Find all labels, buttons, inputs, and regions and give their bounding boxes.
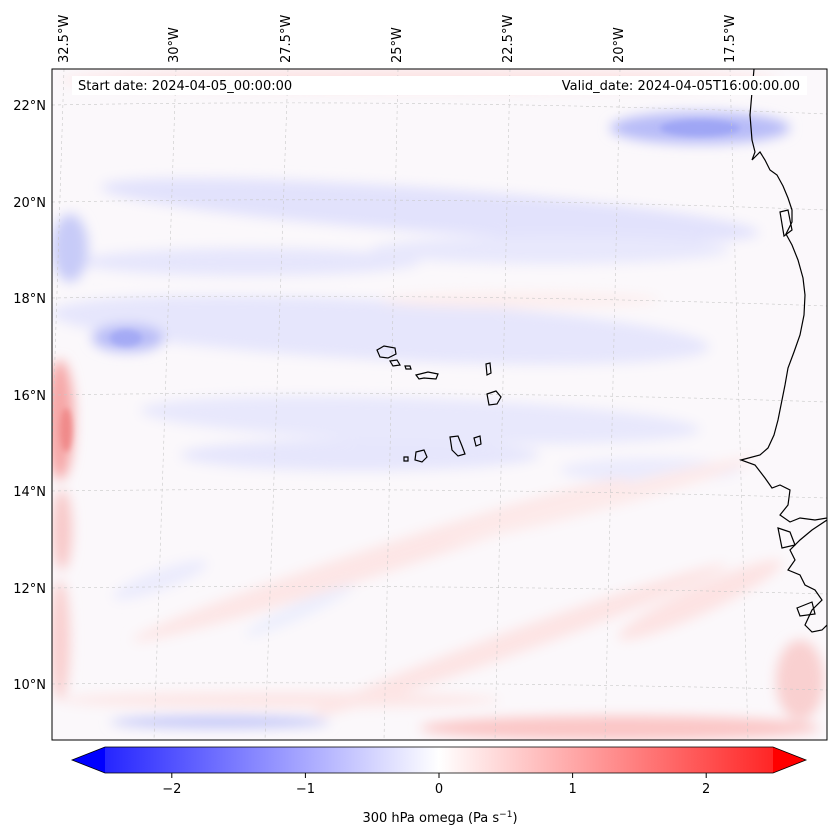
start-date-label: Start date: 2024-04-05_00:00:00 — [78, 79, 292, 94]
colorbar-title-close: ) — [512, 811, 517, 826]
lon-label: 20°W — [612, 27, 627, 63]
colorbar-extend-min — [72, 747, 105, 773]
lat-labels: 22°N 20°N 18°N 16°N 14°N 12°N 10°N — [13, 99, 46, 693]
colorbar-title-text: 300 hPa omega (Pa s — [362, 811, 499, 826]
colorbar-title-exponent: −1 — [499, 810, 512, 820]
map-panel: Start date: 2024-04-05_00:00:00 Valid_da… — [51, 68, 828, 741]
colorbar-body — [72, 747, 806, 773]
island-santo-antao — [376, 345, 397, 359]
coast-inlet-3 — [779, 209, 793, 238]
coast-inlet-2 — [796, 601, 816, 617]
africa-coastline — [738, 69, 827, 523]
colorbar-ticks: −2 −1 0 1 2 — [162, 773, 710, 797]
west-africa-coast-south — [787, 519, 827, 633]
lat-label: 18°N — [13, 292, 46, 307]
colorbar-outline — [70, 746, 808, 774]
valid-date-label: Valid_date: 2024-04-05T16:00:00.00 — [562, 79, 800, 94]
island-brava — [403, 456, 409, 462]
omega-cores — [60, 120, 740, 452]
island-santiago — [449, 435, 466, 457]
lon-label: 32.5°W — [57, 15, 72, 63]
colorbar-tick-label: −2 — [162, 782, 181, 797]
lon-label: 17.5°W — [723, 15, 738, 63]
colorbar-tick-label: 2 — [702, 782, 710, 797]
lat-label: 22°N — [13, 99, 46, 114]
island-sal — [485, 362, 492, 376]
island-boa-vista — [486, 390, 502, 406]
lon-label: 27.5°W — [279, 15, 294, 63]
island-sao-nicolau — [414, 371, 439, 380]
island-maio — [473, 435, 482, 447]
lat-label: 16°N — [13, 389, 46, 404]
lon-label: 22.5°W — [501, 15, 516, 63]
lat-label: 14°N — [13, 485, 46, 500]
map-frame — [51, 68, 828, 741]
gridlines — [52, 69, 827, 740]
colorbar: −2 −1 0 1 2 300 hPa omega (Pa s−1) — [70, 746, 808, 826]
island-fogo — [414, 449, 428, 463]
lat-label: 10°N — [13, 678, 46, 693]
coast-inlet-1 — [777, 527, 796, 549]
island-sao-vicente — [389, 359, 401, 367]
colorbar-tick-label: 0 — [435, 782, 443, 797]
island-santa-luzia — [404, 365, 412, 370]
lon-label: 30°W — [167, 27, 182, 63]
lat-label: 12°N — [13, 582, 46, 597]
colorbar-tick-label: 1 — [568, 782, 576, 797]
lon-label: 25°W — [390, 27, 405, 63]
lon-labels: 32.5°W 30°W 27.5°W 25°W 22.5°W 20°W 17.5… — [57, 15, 738, 63]
info-bar — [72, 76, 807, 95]
colorbar-title: 300 hPa omega (Pa s−1) — [362, 810, 517, 826]
lat-label: 20°N — [13, 196, 46, 211]
coastlines — [376, 69, 827, 633]
colorbar-extend-max — [773, 747, 806, 773]
colorbar-tick-label: −1 — [296, 782, 315, 797]
